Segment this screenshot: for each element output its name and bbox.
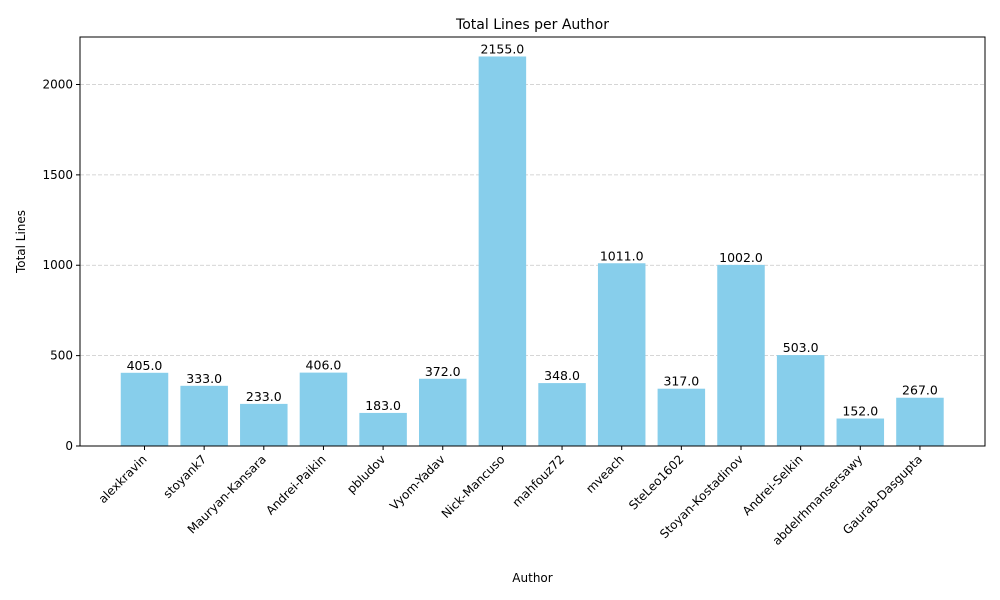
y-axis-label: Total Lines — [14, 210, 28, 274]
bar-value-label: 183.0 — [365, 398, 401, 413]
y-tick-label: 0 — [65, 439, 73, 453]
bar — [717, 264, 765, 446]
bar — [240, 403, 288, 446]
x-tick-label: Andrei-Paikin — [263, 452, 328, 517]
bar-value-label: 267.0 — [902, 383, 938, 398]
bar-value-label: 233.0 — [246, 389, 282, 404]
x-axis-label: Author — [512, 571, 552, 585]
bar — [538, 383, 586, 446]
x-tick-label: Andrei-Selkin — [740, 452, 806, 518]
bar-value-label: 503.0 — [783, 340, 819, 355]
y-axis: 0 500 1000 1500 2000 — [42, 77, 80, 453]
bar — [419, 378, 467, 446]
bar-value-label: 406.0 — [306, 358, 342, 373]
x-tick-label: Vyom-Yadav — [387, 452, 448, 513]
bar-value-label: 1002.0 — [719, 250, 763, 265]
bar — [896, 397, 944, 446]
bar — [180, 385, 228, 446]
bar — [657, 388, 706, 446]
bar-value-label: 405.0 — [127, 358, 163, 373]
bar-value-label: 1011.0 — [600, 248, 644, 263]
bar-value-label: 348.0 — [544, 368, 580, 383]
x-tick-label: stoyank7 — [161, 452, 210, 501]
y-tick-label: 1000 — [42, 258, 73, 272]
bar — [478, 56, 527, 446]
bar — [359, 412, 407, 446]
bar-value-label: 2155.0 — [481, 41, 525, 56]
bar — [836, 418, 885, 446]
x-tick-label: Nick-Mancuso — [439, 452, 508, 521]
bar — [120, 372, 169, 446]
bar-value-label: 372.0 — [425, 364, 461, 379]
plot-frame — [79, 36, 986, 447]
y-tick-label: 500 — [50, 349, 73, 363]
x-tick-label: alexkravin — [96, 452, 150, 506]
bar-value-label: 152.0 — [842, 404, 878, 419]
bar-value-label: 317.0 — [663, 374, 699, 389]
bar — [776, 355, 825, 446]
y-grid — [80, 84, 985, 357]
bar — [299, 372, 348, 446]
y-tick-label: 2000 — [42, 77, 73, 91]
bars — [120, 56, 944, 446]
x-axis: alexkravin stoyank7Mauryan-KansaraAndrei-… — [96, 446, 925, 548]
data-labels: 405.0 333.0 233.0 406.0 183.0 372.0 2155.0 348.… — [127, 41, 938, 418]
x-tick-label: pbludov — [344, 452, 388, 496]
bar-value-label: 333.0 — [186, 371, 222, 386]
x-tick-label: mveach — [583, 452, 627, 496]
y-tick-label: 1500 — [42, 168, 73, 182]
bar — [597, 263, 646, 446]
chart-title: Total Lines per Author — [455, 17, 609, 33]
x-tick-label: SteLeo1602 — [626, 452, 686, 512]
x-tick-label: mahfouz72 — [510, 452, 568, 510]
